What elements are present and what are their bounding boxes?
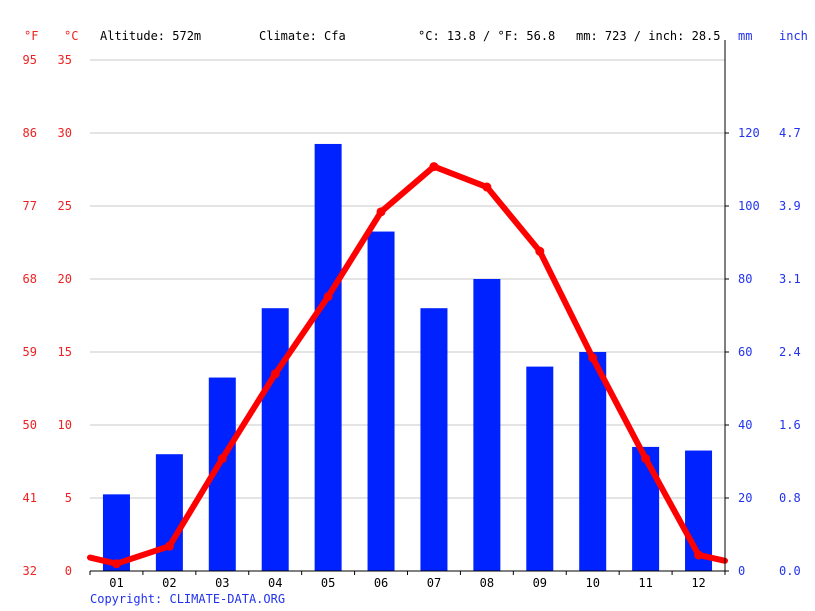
precipitation-bar	[473, 279, 501, 571]
month-label: 04	[268, 576, 282, 590]
month-label: 07	[427, 576, 441, 590]
celsius-tick-label: 5	[65, 491, 72, 505]
inch-tick-label: 4.7	[779, 126, 801, 140]
fahrenheit-unit-label: °F	[24, 29, 38, 43]
temperature-point	[376, 207, 386, 217]
fahrenheit-tick-label: 59	[23, 345, 37, 359]
precipitation-bar	[155, 454, 183, 571]
fahrenheit-tick-label: 77	[23, 199, 37, 213]
month-label: 10	[585, 576, 599, 590]
fahrenheit-tick-label: 32	[23, 564, 37, 578]
inch-unit-label: inch	[779, 29, 808, 43]
inch-tick-label: 0.8	[779, 491, 801, 505]
mm-tick-label: 120	[738, 126, 760, 140]
celsius-tick-label: 10	[58, 418, 72, 432]
precipitation-bars	[102, 143, 713, 572]
precipitation-bar	[420, 308, 448, 571]
temperature-line	[87, 162, 728, 569]
copyright-label: Copyright: CLIMATE-DATA.ORG	[90, 592, 286, 606]
mm-tick-label: 0	[738, 564, 745, 578]
gridlines	[90, 59, 725, 499]
temperature-point	[323, 292, 333, 302]
inch-tick-label: 2.4	[779, 345, 801, 359]
mm-unit-label: mm	[738, 29, 752, 43]
celsius-tick-label: 25	[58, 199, 72, 213]
fahrenheit-tick-label: 95	[23, 53, 37, 67]
mm-tick-label: 80	[738, 272, 752, 286]
temperature-point	[694, 550, 704, 560]
mm-tick-label: 100	[738, 199, 760, 213]
fahrenheit-tick-label: 50	[23, 418, 37, 432]
inch-tick-label: 1.6	[779, 418, 801, 432]
axes	[89, 40, 729, 575]
header: °F °C Altitude: 572m Climate: Cfa °C: 13…	[24, 29, 808, 43]
precipitation-bar	[632, 446, 660, 571]
climate-label: Climate: Cfa	[259, 29, 346, 43]
temperature-point	[111, 559, 121, 569]
mm-tick-label: 40	[738, 418, 752, 432]
inch-tick-label: 0.0	[779, 564, 801, 578]
celsius-tick-label: 35	[58, 53, 72, 67]
precipitation-bar	[367, 231, 395, 572]
month-label: 12	[691, 576, 705, 590]
temperature-point	[641, 454, 651, 464]
temperature-point	[270, 369, 280, 379]
temperature-point	[535, 246, 545, 256]
fahrenheit-tick-label: 86	[23, 126, 37, 140]
mm-tick-label: 60	[738, 345, 752, 359]
celsius-unit-label: °C	[64, 29, 78, 43]
precipitation-bar	[526, 366, 554, 571]
temperature-point	[217, 454, 227, 464]
fahrenheit-tick-label: 68	[23, 272, 37, 286]
month-label: 05	[321, 576, 335, 590]
precipitation-bar	[314, 143, 342, 571]
month-label: 02	[162, 576, 176, 590]
altitude-label: Altitude: 572m	[100, 29, 201, 43]
month-label: 11	[638, 576, 652, 590]
temperature-point	[482, 182, 492, 192]
precipitation-summary: mm: 723 / inch: 28.5	[576, 29, 721, 43]
precipitation-bar	[261, 308, 289, 571]
tick-labels: 0 32 5 41 10 50 15 59 20 68 25 77 30 86 35 95 0 0.0 20 0.8 4…	[23, 53, 801, 590]
temperature-line-path	[87, 163, 728, 567]
month-label: 09	[533, 576, 547, 590]
month-label: 08	[480, 576, 494, 590]
month-label: 01	[109, 576, 123, 590]
temperature-point	[588, 353, 598, 363]
month-label: 03	[215, 576, 229, 590]
celsius-tick-label: 20	[58, 272, 72, 286]
month-label: 06	[374, 576, 388, 590]
inch-tick-label: 3.9	[779, 199, 801, 213]
fahrenheit-tick-label: 41	[23, 491, 37, 505]
mm-tick-label: 20	[738, 491, 752, 505]
temperature-point	[164, 541, 174, 551]
celsius-tick-label: 30	[58, 126, 72, 140]
celsius-tick-label: 0	[65, 564, 72, 578]
precipitation-bar	[579, 352, 607, 571]
celsius-tick-label: 15	[58, 345, 72, 359]
temperature-summary: °C: 13.8 / °F: 56.8	[418, 29, 555, 43]
inch-tick-label: 3.1	[779, 272, 801, 286]
temperature-point	[429, 162, 439, 172]
